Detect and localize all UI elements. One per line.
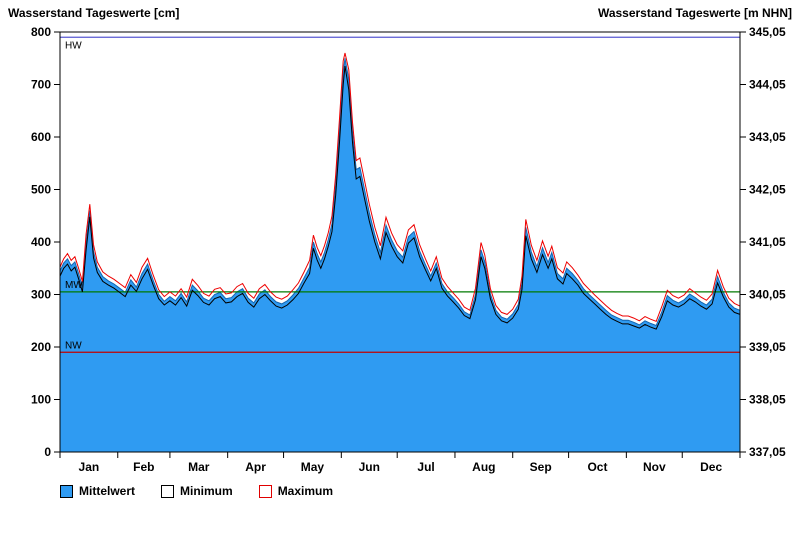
legend-label-maximum: Maximum [277, 484, 334, 498]
svg-text:Jan: Jan [79, 460, 100, 474]
svg-text:Oct: Oct [587, 460, 607, 474]
svg-text:337,05: 337,05 [749, 445, 786, 459]
svg-text:Dec: Dec [700, 460, 722, 474]
left-axis-title: Wasserstand Tageswerte [cm] [8, 6, 180, 20]
chart-legend: Mittelwert Minimum Maximum [60, 484, 333, 498]
axes-and-ticks: 0 100 200 300 400 500 600 700 800 337,05 338,05 339… [31, 25, 786, 474]
right-axis-title: Wasserstand Tageswerte [m NHN] [597, 6, 792, 20]
svg-text:600: 600 [31, 130, 51, 144]
svg-text:341,05: 341,05 [749, 235, 786, 249]
svg-text:MW: MW [65, 280, 83, 291]
svg-text:400: 400 [31, 235, 51, 249]
svg-text:0: 0 [44, 445, 51, 459]
svg-text:339,05: 339,05 [749, 340, 786, 354]
svg-text:100: 100 [31, 393, 51, 407]
svg-text:344,05: 344,05 [749, 78, 786, 92]
svg-text:Jun: Jun [359, 460, 380, 474]
svg-text:340,05: 340,05 [749, 288, 786, 302]
minimum-line-series [59, 66, 741, 330]
svg-text:342,05: 342,05 [749, 183, 786, 197]
mean-area-series [59, 58, 741, 453]
svg-text:700: 700 [31, 78, 51, 92]
svg-text:Aug: Aug [472, 460, 495, 474]
legend-item-mittelwert: Mittelwert [60, 484, 135, 498]
svg-text:Feb: Feb [133, 460, 154, 474]
svg-text:Jul: Jul [417, 460, 434, 474]
svg-text:200: 200 [31, 340, 51, 354]
svg-text:343,05: 343,05 [749, 130, 786, 144]
mittelwert-swatch-icon [60, 484, 73, 498]
svg-text:338,05: 338,05 [749, 393, 786, 407]
legend-label-minimum: Minimum [180, 484, 233, 498]
svg-text:Sep: Sep [530, 460, 552, 474]
reference-lines: HW MW NW [60, 36, 740, 353]
svg-text:800: 800 [31, 25, 51, 39]
svg-text:Mar: Mar [188, 460, 210, 474]
svg-text:HW: HW [65, 40, 82, 51]
water-level-chart: HW MW NW 0 100 200 300 400 500 600 700 800 337,05 33… [31, 25, 786, 474]
maximum-swatch-icon [258, 484, 272, 498]
legend-item-maximum: Maximum [258, 484, 334, 498]
svg-text:300: 300 [31, 288, 51, 302]
svg-text:500: 500 [31, 183, 51, 197]
legend-label-mittelwert: Mittelwert [79, 484, 136, 498]
svg-text:May: May [301, 460, 325, 474]
maximum-line-series [59, 52, 741, 322]
svg-text:Apr: Apr [245, 460, 266, 474]
svg-text:345,05: 345,05 [749, 25, 786, 39]
legend-item-minimum: Minimum [161, 484, 233, 498]
svg-text:NW: NW [65, 340, 82, 351]
minimum-swatch-icon [161, 484, 175, 498]
svg-text:Nov: Nov [643, 460, 666, 474]
